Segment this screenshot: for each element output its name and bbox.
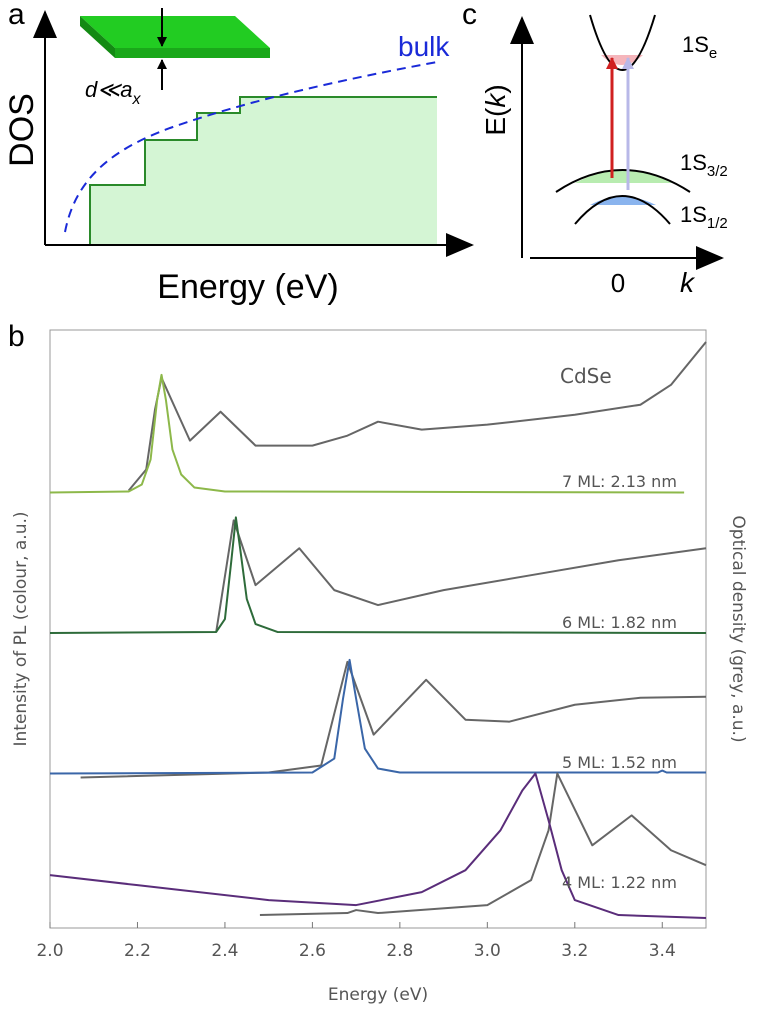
x-tick-label: 2.8 bbox=[386, 941, 413, 961]
panel-label: c bbox=[462, 0, 477, 31]
y-axis-label: E(k) bbox=[480, 84, 511, 135]
thickness-text: d≪a bbox=[85, 77, 133, 102]
conduction-band bbox=[589, 14, 656, 71]
level-main: 1S bbox=[682, 32, 709, 57]
spectrum-line bbox=[127, 341, 707, 492]
x-zero: 0 bbox=[611, 268, 625, 298]
x-tick-label: 3.2 bbox=[561, 941, 588, 961]
level-main: 1S bbox=[680, 150, 707, 175]
spectrum-line bbox=[49, 772, 707, 920]
level-sub: 1/2 bbox=[707, 215, 728, 232]
valence-band-1 bbox=[555, 169, 691, 193]
x-tick-label: 3.4 bbox=[649, 941, 676, 961]
x-axis-label: k bbox=[680, 267, 696, 298]
level-label: 1Se bbox=[682, 32, 717, 62]
spectrum-line bbox=[49, 658, 706, 775]
curve-annotation: 5 ML: 1.52 nm bbox=[562, 753, 677, 772]
level-sub: e bbox=[709, 45, 717, 62]
panel-c: c E(k) 0 k 1Se 1S3/2 1S1/2 bbox=[462, 0, 728, 298]
y-label-var: k bbox=[480, 92, 511, 108]
thickness-sub: x bbox=[132, 91, 142, 108]
panel-label: a bbox=[8, 0, 25, 31]
slab-top bbox=[80, 16, 270, 48]
x-tick-label: 2.2 bbox=[124, 941, 151, 961]
y2-axis-label: Optical density (grey, a.u.) bbox=[728, 515, 748, 742]
spectrum-line bbox=[215, 519, 707, 633]
x-tick-label: 3.0 bbox=[474, 941, 501, 961]
valence-band-2 bbox=[574, 195, 671, 225]
curve-annotation: 4 ML: 1.22 nm bbox=[562, 873, 677, 892]
panel-a: a DOS Energy (eV) bulk d≪ax bbox=[3, 0, 474, 306]
bulk-curve bbox=[64, 61, 438, 233]
plot-frame bbox=[49, 329, 707, 929]
thickness-label: d≪ax bbox=[85, 77, 142, 108]
spectrum-line bbox=[80, 660, 707, 779]
bulk-label: bulk bbox=[398, 31, 450, 62]
curve-annotation: 6 ML: 1.82 nm bbox=[562, 613, 677, 632]
level-label: 1S1/2 bbox=[680, 202, 728, 232]
spectrum-line bbox=[49, 516, 707, 634]
y-axis-label: Intensity of PL (colour, a.u.) bbox=[11, 511, 31, 746]
panel-label: b bbox=[8, 320, 25, 353]
x-tick-label: 2.0 bbox=[36, 941, 63, 961]
curve-annotation: 7 ML: 2.13 nm bbox=[562, 472, 677, 491]
spectrum-line bbox=[49, 373, 685, 494]
slab-front bbox=[115, 48, 270, 58]
y-axis-label: DOS bbox=[3, 93, 41, 167]
panel-b: b Energy (eV) Intensity of PL (colour, a… bbox=[8, 320, 748, 1005]
x-tick-label: 2.4 bbox=[211, 941, 238, 961]
dos-fill bbox=[90, 97, 437, 245]
level-sub: 3/2 bbox=[707, 163, 728, 180]
x-axis-label: Energy (eV) bbox=[328, 985, 428, 1005]
y-label-pre: E( bbox=[480, 107, 511, 136]
x-tick-label: 2.6 bbox=[299, 941, 326, 961]
x-axis-label: Energy (eV) bbox=[157, 268, 338, 306]
level-main: 1S bbox=[680, 202, 707, 227]
curve-annotation: CdSe bbox=[560, 364, 612, 388]
spectrum-line bbox=[259, 772, 707, 917]
dos-steps bbox=[89, 96, 437, 245]
level-label: 1S3/2 bbox=[680, 150, 728, 180]
slab-side bbox=[80, 16, 115, 58]
y-label-post: ) bbox=[480, 84, 511, 93]
